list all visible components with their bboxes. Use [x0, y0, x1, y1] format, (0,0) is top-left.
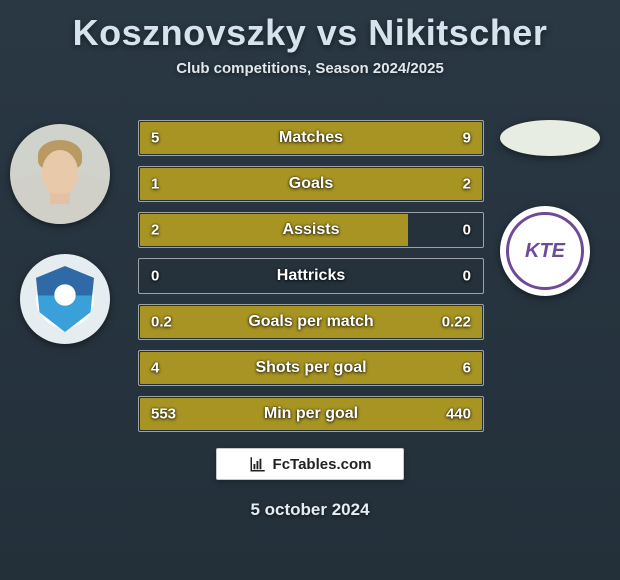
- stat-row: 4 Shots per goal 6: [138, 350, 484, 386]
- stat-label: Min per goal: [264, 405, 358, 423]
- stat-value-right: 0: [463, 268, 471, 285]
- stat-label: Matches: [279, 129, 343, 147]
- brand-badge[interactable]: FcTables.com: [216, 448, 404, 480]
- page-title: Kosznovszky vs Nikitscher: [0, 12, 620, 54]
- right-player-avatar: [500, 120, 600, 156]
- chart-icon: [249, 455, 267, 473]
- stat-value-left: 5: [151, 130, 159, 147]
- stat-value-right: 0: [463, 222, 471, 239]
- stat-row: 0.2 Goals per match 0.22: [138, 304, 484, 340]
- stats-container: 5 Matches 9 1 Goals 2 2 Assists 0 0 Hattricks 0 0.2 G…: [138, 120, 484, 442]
- stat-fill-right: [252, 168, 482, 200]
- stat-label: Goals: [289, 175, 333, 193]
- date-text: 5 october 2024: [250, 500, 369, 520]
- right-player-column: KTE: [500, 120, 600, 296]
- stat-label: Assists: [283, 221, 340, 239]
- brand-text: FcTables.com: [273, 456, 372, 473]
- stat-value-left: 0: [151, 268, 159, 285]
- stat-value-left: 1: [151, 176, 159, 193]
- stat-value-left: 4: [151, 360, 159, 377]
- stat-value-right: 9: [463, 130, 471, 147]
- stat-value-right: 0.22: [442, 314, 471, 331]
- stat-value-left: 553: [151, 406, 176, 423]
- stat-label: Hattricks: [277, 267, 345, 285]
- left-player-column: [10, 124, 110, 344]
- right-club-code: KTE: [506, 212, 584, 290]
- stat-value-left: 2: [151, 222, 159, 239]
- stat-row: 5 Matches 9: [138, 120, 484, 156]
- stat-value-right: 2: [463, 176, 471, 193]
- stat-row: 1 Goals 2: [138, 166, 484, 202]
- left-player-avatar: [10, 124, 110, 224]
- page-subtitle: Club competitions, Season 2024/2025: [0, 60, 620, 77]
- comparison-card: Kosznovszky vs Nikitscher Club competiti…: [0, 0, 620, 580]
- stat-fill-left: [140, 214, 408, 246]
- stat-row: 0 Hattricks 0: [138, 258, 484, 294]
- stat-row: 553 Min per goal 440: [138, 396, 484, 432]
- stat-value-left: 0.2: [151, 314, 172, 331]
- stat-row: 2 Assists 0: [138, 212, 484, 248]
- stat-value-right: 440: [446, 406, 471, 423]
- right-club-badge: KTE: [500, 206, 590, 296]
- stat-value-right: 6: [463, 360, 471, 377]
- left-club-badge: [20, 254, 110, 344]
- stat-label: Shots per goal: [255, 359, 366, 377]
- stat-label: Goals per match: [248, 313, 373, 331]
